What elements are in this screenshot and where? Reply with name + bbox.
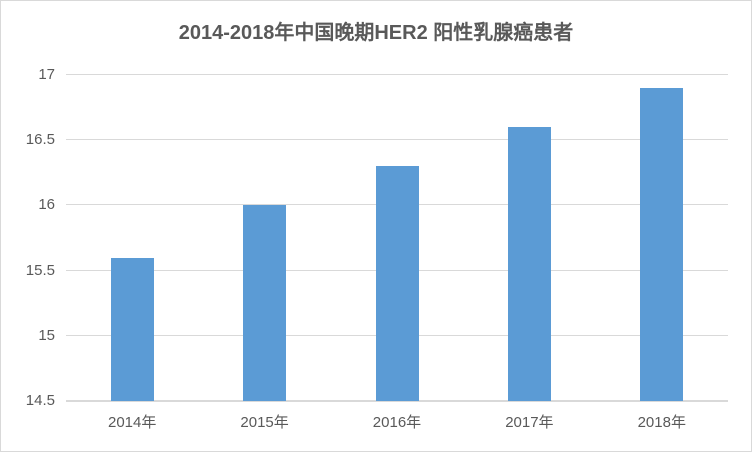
x-axis-line — [66, 400, 728, 402]
bar-2017年 — [507, 127, 551, 401]
y-axis-tick-label: 15.5 — [25, 261, 55, 279]
x-axis-tick-label: 2014年 — [108, 414, 157, 431]
bar-2015年 — [243, 205, 287, 401]
gridline — [66, 139, 728, 141]
x-axis-tick-label: 2015年 — [240, 414, 289, 431]
y-axis-tick-label: 17 — [38, 66, 55, 83]
y-axis-tick-label: 16.5 — [25, 131, 55, 149]
bar-2016年 — [375, 166, 419, 401]
bar-2014年 — [110, 257, 154, 401]
y-axis-tick-label: 15 — [38, 326, 55, 344]
gridline — [66, 74, 728, 75]
plot-area: 14.5 15 15.5 16 16.5 17 2014年 2015年 2016年 2017年 20… — [26, 67, 728, 431]
chart-title: 2014-2018年中国晚期HER2 阳性乳腺癌患者 — [178, 22, 574, 44]
x-axis-tick-label: 2018年 — [637, 414, 686, 431]
x-axis-tick-label: 2016年 — [372, 414, 422, 431]
x-axis-tick-label: 2017年 — [505, 414, 554, 431]
y-axis-tick-label: 16 — [38, 196, 55, 214]
bar-2018年 — [640, 88, 684, 401]
y-axis-tick-label: 14.5 — [25, 392, 55, 409]
